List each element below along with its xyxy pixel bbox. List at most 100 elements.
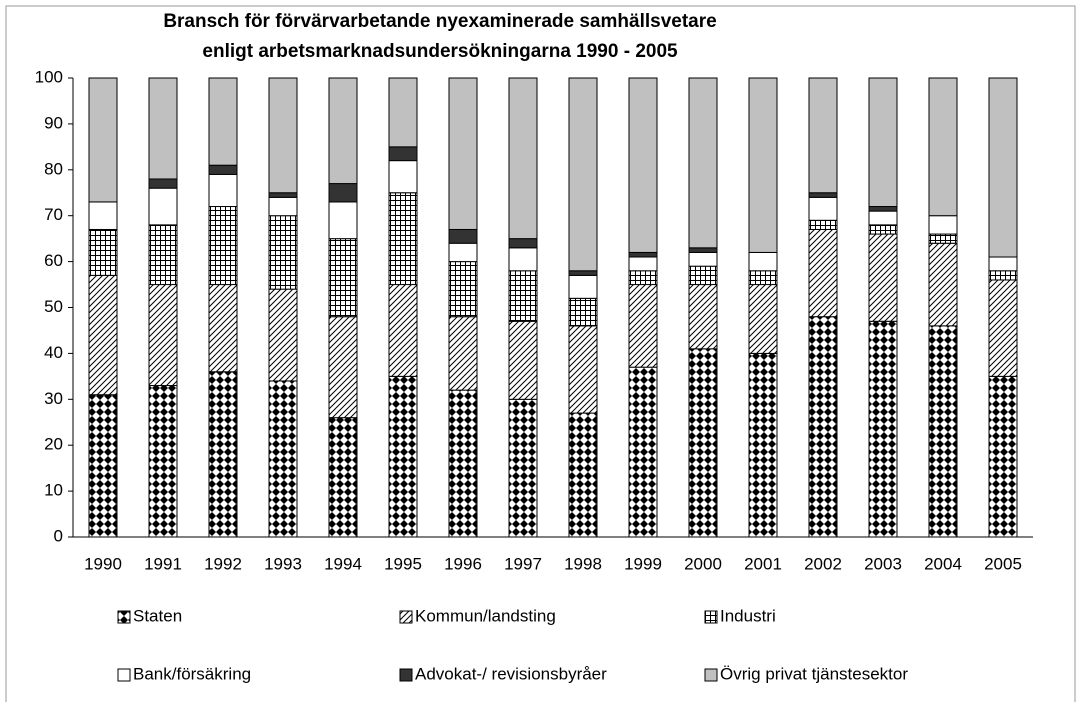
bar-segment [508,398,538,538]
legend-swatch [117,668,131,682]
legend-swatch [704,668,718,682]
x-tick-label: 1992 [204,554,242,573]
bar-segment [328,238,358,318]
x-tick-label: 1994 [324,554,362,573]
y-tick-label: 30 [44,389,63,408]
legend-swatch [704,610,718,624]
bar-segment [568,270,598,276]
bar-segment [148,385,178,538]
bar-segment [688,348,718,538]
bar-segment [448,389,478,538]
legend-label: Övrig privat tjänstesektor [720,664,908,683]
bar-segment [748,270,778,286]
bar-segment [748,77,778,253]
x-tick-label: 2000 [684,554,722,573]
y-tick-label: 50 [44,297,63,316]
legend-label: Bank/försäkring [133,664,251,683]
chart-title: enligt arbetsmarknadsundersökningarna 19… [202,41,678,62]
bar-segment [508,320,538,400]
bar-segment [628,77,658,253]
y-tick-label: 0 [54,526,63,545]
x-tick-label: 2004 [924,554,962,573]
bar-segment [568,77,598,272]
bar-segment [88,228,118,276]
y-tick-label: 20 [44,435,63,454]
x-tick-label: 2002 [804,554,842,573]
bar-segment [388,192,418,286]
bar-segment [388,375,418,538]
bar-segment [688,251,718,267]
bar-segment [208,77,238,166]
y-tick-label: 80 [44,159,63,178]
bar-segment [388,284,418,377]
bar-segment [928,233,958,244]
bar-segment [328,77,358,185]
x-tick-label: 1990 [84,554,122,573]
bar-segment [88,274,118,396]
bar-segment [808,228,838,318]
chart-title: Bransch för förvärvarbetande nyexaminera… [163,11,716,32]
bar-segment [688,284,718,350]
y-tick-label: 100 [35,67,63,86]
bar-segment [868,320,898,538]
bar-segment [388,77,418,148]
legend-label: Advokat-/ revisionsbyråer [415,664,607,683]
bar-segment [928,77,958,217]
bar-segment [268,380,298,538]
bar-segment [868,210,898,226]
bar-segment [628,284,658,368]
bar-segment [388,146,418,162]
legend-swatch [399,668,413,682]
bar-segment [268,215,298,290]
bar-segment [208,206,238,286]
bar-segment [568,274,598,299]
bar-segment [208,371,238,538]
x-tick-label: 2003 [864,554,902,573]
x-tick-label: 1996 [444,554,482,573]
x-tick-label: 1991 [144,554,182,573]
bar-segment [448,77,478,230]
bar-segment [268,192,298,198]
chart-border [5,5,1076,702]
bar-segment [688,77,718,249]
bar-segment [568,325,598,414]
bar-segment [928,242,958,327]
bar-segment [448,228,478,244]
bar-segment [448,261,478,318]
bar-segment [148,77,178,180]
legend-label: Industri [720,606,776,625]
y-tick-label: 60 [44,251,63,270]
bar-segment [628,270,658,286]
bar-segment [448,316,478,391]
bar-segment [808,219,838,230]
bar-segment [88,77,118,203]
bar-segment [808,77,838,194]
bar-segment [988,77,1018,258]
bar-segment [448,242,478,263]
bar-segment [868,206,898,212]
y-tick-label: 40 [44,343,63,362]
bar-segment [148,187,178,226]
bar-segment [988,375,1018,538]
bar-segment [628,251,658,258]
legend-label: Staten [133,606,182,625]
legend-swatch [117,610,131,624]
bar-segment [208,284,238,373]
bar-segment [208,164,238,175]
bar-segment [628,366,658,538]
y-tick-label: 10 [44,481,63,500]
x-tick-label: 2001 [744,554,782,573]
bar-segment [268,288,298,382]
bar-segment [148,178,178,189]
bar-segment [868,233,898,322]
bar-segment [148,224,178,286]
bar-segment [388,160,418,194]
bar-segment [688,247,718,253]
bar-segment [328,183,358,203]
bar-segment [328,417,358,538]
x-tick-label: 1993 [264,554,302,573]
bar-segment [88,394,118,538]
bar-segment [268,196,298,217]
bar-segment [328,201,358,240]
